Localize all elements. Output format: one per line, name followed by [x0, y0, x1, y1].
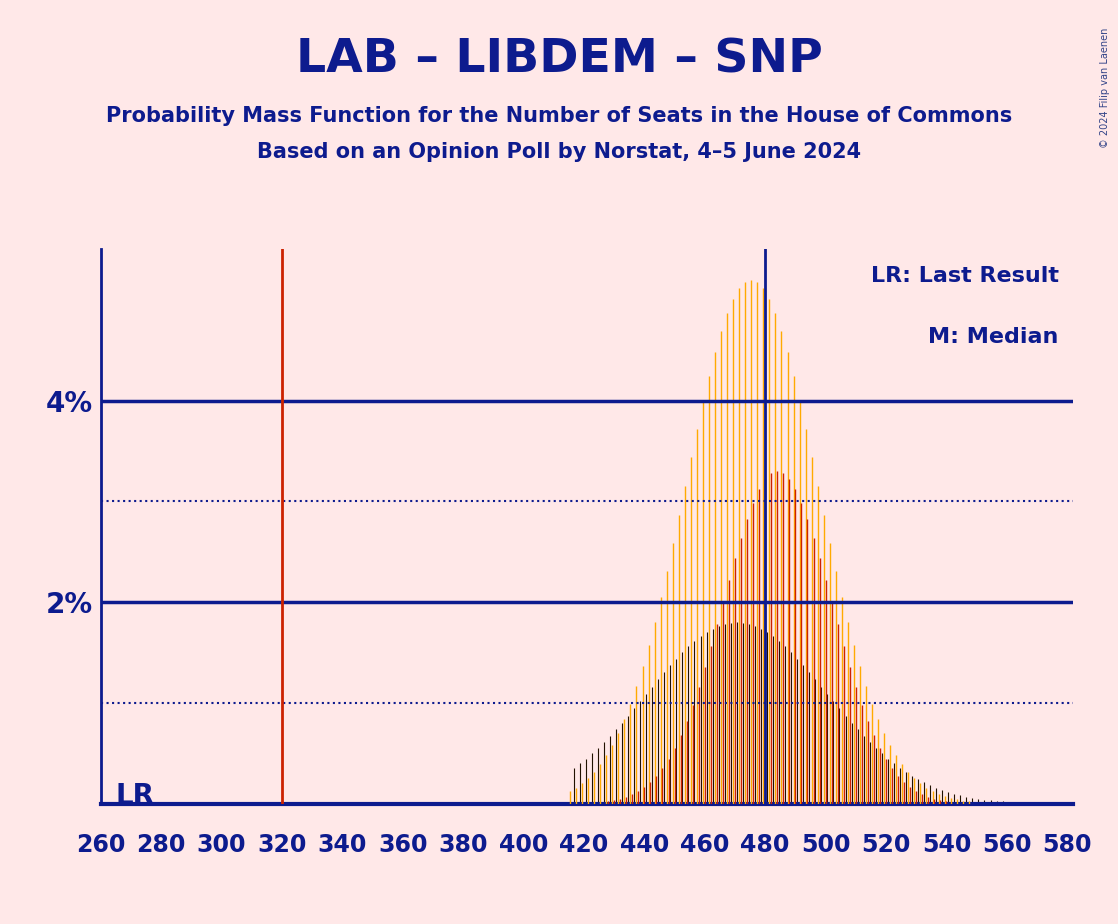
- Text: LAB – LIBDEM – SNP: LAB – LIBDEM – SNP: [295, 38, 823, 82]
- Text: 580: 580: [1042, 833, 1092, 857]
- Text: 460: 460: [680, 833, 729, 857]
- Text: Based on an Opinion Poll by Norstat, 4–5 June 2024: Based on an Opinion Poll by Norstat, 4–5…: [257, 142, 861, 163]
- Text: 340: 340: [318, 833, 367, 857]
- Text: 320: 320: [257, 833, 306, 857]
- Text: 540: 540: [921, 833, 972, 857]
- Text: M: Median: M: Median: [928, 327, 1059, 347]
- Text: © 2024 Filip van Laenen: © 2024 Filip van Laenen: [1100, 28, 1109, 148]
- Text: 500: 500: [800, 833, 851, 857]
- Text: 280: 280: [136, 833, 186, 857]
- Text: 360: 360: [378, 833, 427, 857]
- Text: LR: Last Result: LR: Last Result: [871, 266, 1059, 286]
- Text: 520: 520: [861, 833, 911, 857]
- Text: 400: 400: [499, 833, 548, 857]
- Text: 300: 300: [197, 833, 246, 857]
- Text: 260: 260: [76, 833, 125, 857]
- Text: 480: 480: [740, 833, 789, 857]
- Text: LR: LR: [116, 782, 154, 809]
- Text: 560: 560: [982, 833, 1032, 857]
- Text: 380: 380: [438, 833, 487, 857]
- Text: 440: 440: [619, 833, 669, 857]
- Text: Probability Mass Function for the Number of Seats in the House of Commons: Probability Mass Function for the Number…: [106, 105, 1012, 126]
- Text: 420: 420: [559, 833, 608, 857]
